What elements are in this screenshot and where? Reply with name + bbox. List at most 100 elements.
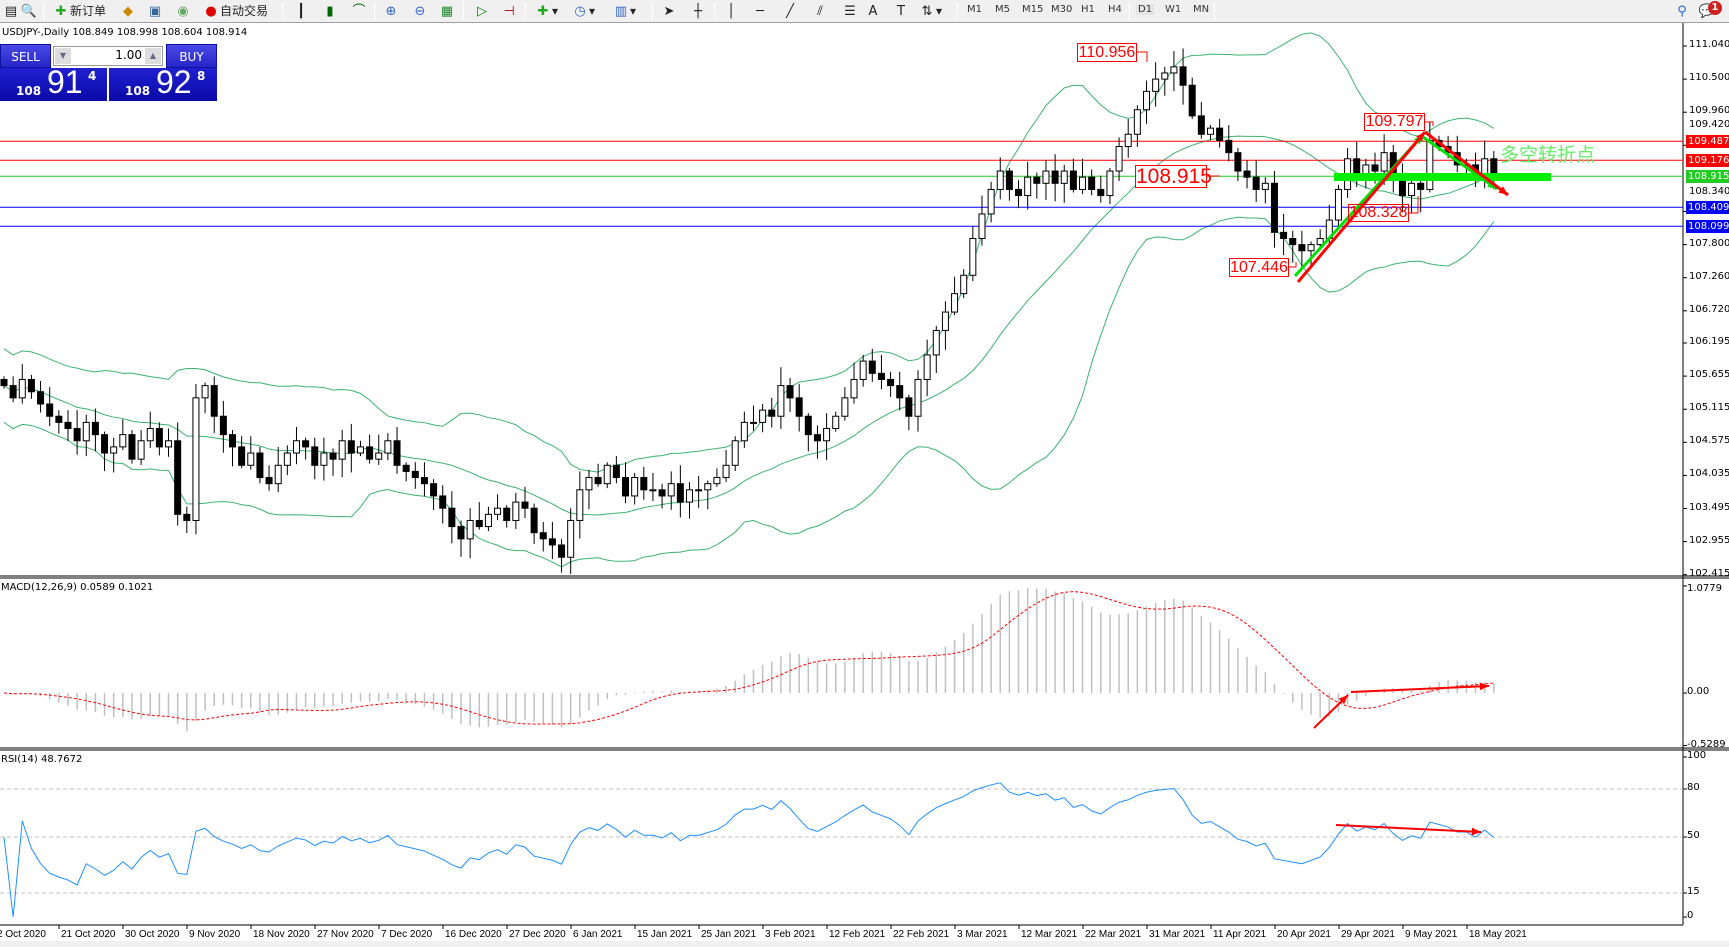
candle-body	[1261, 182, 1269, 190]
candle-body	[265, 477, 273, 485]
candle	[137, 430, 145, 465]
terminal-icon[interactable]: ▣	[148, 4, 162, 19]
text-icon[interactable]: A	[868, 4, 878, 19]
date-axis-label: 29 Apr 2021	[1341, 929, 1395, 940]
search-icon[interactable]: ⚲	[1677, 4, 1687, 19]
candle-body	[1289, 237, 1297, 246]
date-axis-label: 27 Dec 2020	[509, 929, 566, 940]
candle	[804, 413, 812, 452]
candle	[55, 410, 63, 434]
candle-body	[484, 513, 492, 528]
equidistant-channel-icon[interactable]: ⫽	[817, 4, 823, 19]
fibonacci-icon[interactable]: ☰	[844, 4, 856, 19]
candle	[119, 419, 127, 450]
candle-body	[612, 464, 620, 479]
templates-icon[interactable]: ▥ ▾	[614, 4, 637, 19]
candle	[813, 425, 821, 459]
candle-body	[110, 446, 118, 454]
candle	[786, 377, 794, 412]
candle	[777, 367, 785, 429]
annotation-mid[interactable]: 108.915	[1135, 165, 1212, 188]
price-line-label: 108.099	[1686, 220, 1729, 234]
lot-decrease-icon[interactable]: ▼	[55, 48, 71, 64]
zoom-out-icon[interactable]: ⊖	[414, 4, 426, 19]
price-axis-label: 105.115	[1689, 402, 1729, 414]
annotation-low[interactable]: 107.446	[1229, 258, 1289, 277]
timeframe-m5[interactable]: M5	[995, 4, 1010, 15]
candle-body	[558, 544, 566, 558]
timeframe-m15[interactable]: M15	[1022, 4, 1044, 15]
annotation-high[interactable]: 110.956	[1077, 43, 1137, 62]
annotation-peak[interactable]: 109.797	[1364, 113, 1425, 131]
new-chart-icon[interactable]: ▤	[4, 4, 18, 19]
timeframe-mn[interactable]: MN	[1193, 4, 1210, 15]
ask-price[interactable]: 108 92 8	[109, 64, 217, 101]
profiles-icon[interactable]: 🔍	[20, 4, 38, 19]
timeframe-m30[interactable]: M30	[1051, 4, 1073, 15]
candle-body	[393, 440, 401, 466]
price-axis-label: 107.800	[1689, 237, 1729, 249]
candle	[749, 405, 757, 431]
timeframe-w1[interactable]: W1	[1165, 4, 1182, 15]
auto-trading-button[interactable]: ● 自动交易	[202, 2, 268, 20]
candlestick-icon[interactable]: ▮	[326, 4, 334, 19]
candle-body	[219, 415, 227, 436]
vertical-line-icon[interactable]: │	[727, 4, 735, 19]
candle-body	[731, 440, 739, 466]
candle-body	[1197, 115, 1205, 135]
crosshair-icon[interactable]: ┼	[694, 4, 702, 19]
candle-body	[1307, 244, 1315, 252]
candle	[1188, 77, 1196, 119]
line-chart-icon[interactable]: ⌒	[352, 4, 366, 19]
text-label-icon[interactable]: T	[897, 4, 905, 19]
candle-body	[640, 477, 648, 491]
bar-chart-icon[interactable]: ┃	[297, 4, 305, 19]
bid-price[interactable]: 108 91 4	[0, 64, 107, 101]
candle-body	[82, 421, 90, 442]
candle	[1143, 80, 1150, 124]
candle	[494, 494, 502, 521]
price-line-label: 109.487	[1686, 135, 1729, 149]
arrows-icon[interactable]: ⇅ ▾	[921, 4, 943, 19]
timeframe-m1[interactable]: M1	[967, 4, 982, 15]
candle-body	[905, 397, 913, 417]
candle	[265, 465, 273, 491]
new-order-button[interactable]: ✚ 新订单	[52, 2, 106, 20]
metaeditor-icon[interactable]: ◆	[123, 4, 133, 19]
signals-icon[interactable]: ◉	[177, 4, 189, 19]
periods-icon[interactable]: ◷ ▾	[574, 4, 596, 19]
candle	[686, 482, 693, 519]
tile-windows-icon[interactable]: ▦	[440, 4, 454, 19]
zoom-in-icon[interactable]: ⊕	[385, 4, 397, 19]
autoscroll-icon[interactable]: ⊣	[503, 4, 515, 19]
green-down-arrow	[1422, 135, 1498, 191]
annotation-note[interactable]: 多空转折点	[1500, 144, 1596, 166]
timeframe-h4[interactable]: H4	[1108, 4, 1122, 15]
annotation-connector	[1289, 262, 1297, 268]
candle	[1261, 177, 1269, 204]
sell-button[interactable]: SELL	[0, 44, 51, 68]
candle	[329, 448, 337, 476]
cursor-icon[interactable]: ➤	[663, 4, 675, 19]
chart-shift-icon[interactable]: ▷	[477, 4, 487, 19]
candle	[576, 471, 584, 539]
timeframe-d1[interactable]: D1	[1136, 4, 1155, 15]
candle	[9, 376, 17, 403]
lot-size-stepper[interactable]: ▼ 1.00 ▲	[53, 46, 163, 66]
rsi-axis-label: 50	[1687, 830, 1700, 841]
price-axis-label: 104.575	[1689, 435, 1729, 447]
horizontal-line-icon[interactable]: ─	[756, 4, 764, 19]
candle-body	[9, 385, 17, 399]
lot-size-input[interactable]: 1.00	[115, 48, 142, 62]
annotation-swing-low[interactable]: 108.328	[1348, 204, 1409, 222]
trendline-icon[interactable]: ╱	[786, 4, 794, 19]
indicators-icon[interactable]: ✚ ▾	[537, 4, 559, 19]
buy-button[interactable]: BUY	[166, 44, 217, 68]
date-axis-label: 18 May 2021	[1469, 929, 1527, 940]
candle	[1042, 160, 1050, 200]
timeframe-h1[interactable]: H1	[1081, 4, 1095, 15]
lot-increase-icon[interactable]: ▲	[145, 48, 161, 64]
candle-body	[1408, 182, 1416, 197]
candle	[932, 325, 940, 374]
